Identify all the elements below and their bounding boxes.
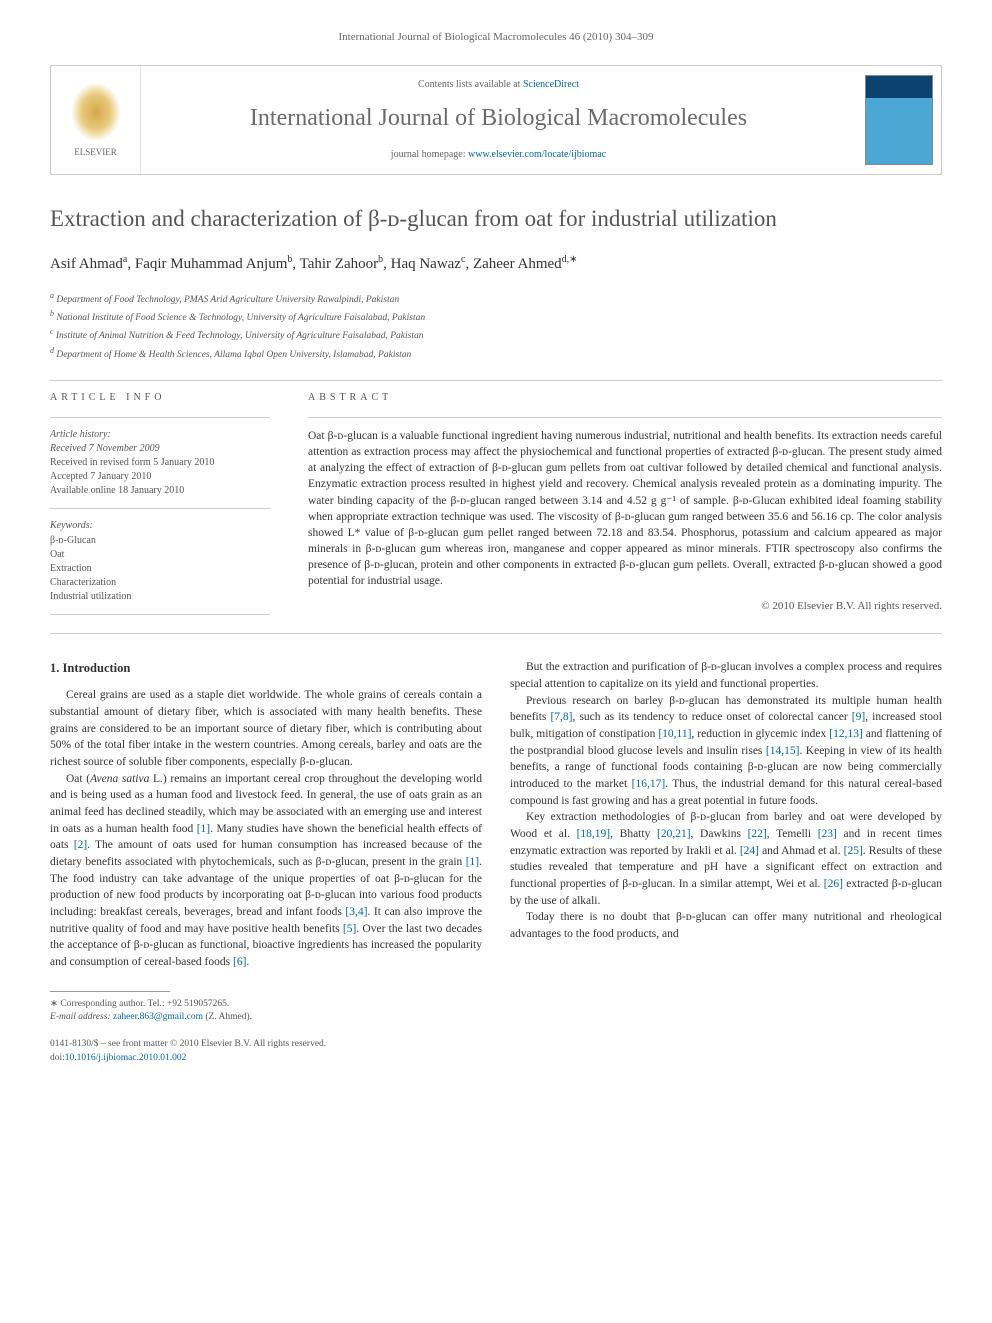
journal-center: Contents lists available at ScienceDirec… [141, 66, 856, 174]
journal-box: ELSEVIER Contents lists available at Sci… [50, 65, 942, 175]
body-columns: 1. Introduction Cereal grains are used a… [50, 659, 942, 971]
citation-link[interactable]: [5] [343, 923, 356, 935]
article-title: Extraction and characterization of β-ᴅ-g… [50, 205, 942, 233]
keywords-head: Keywords: [50, 519, 270, 533]
citation-link[interactable]: [7,8] [550, 711, 572, 723]
divider [50, 633, 942, 634]
citation-link[interactable]: [20,21] [657, 828, 691, 840]
body-paragraph: Cereal grains are used as a staple diet … [50, 687, 482, 770]
copyright-footer: 0141-8130/$ – see front matter © 2010 El… [50, 1038, 942, 1065]
citation-link[interactable]: [26] [824, 878, 843, 890]
elsevier-logo: ELSEVIER [71, 82, 121, 159]
homepage-link[interactable]: www.elsevier.com/locate/ijbiomac [468, 149, 606, 160]
contents-prefix: Contents lists available at [418, 79, 523, 90]
journal-cover-icon [865, 75, 933, 165]
issn-line: 0141-8130/$ – see front matter © 2010 El… [50, 1038, 942, 1051]
affiliation-line: a Department of Food Technology, PMAS Ar… [50, 290, 942, 307]
affiliation-line: d Department of Home & Health Sciences, … [50, 345, 942, 362]
body-paragraph: But the extraction and purification of β… [510, 659, 942, 692]
citation-link[interactable]: [3,4] [345, 906, 367, 918]
citation-link[interactable]: [2] [74, 839, 87, 851]
abstract-column: ABSTRACT Oat β-ᴅ-glucan is a valuable fu… [308, 391, 942, 615]
divider [50, 380, 942, 381]
citation-link[interactable]: [1] [466, 856, 479, 868]
citation-link[interactable]: [16,17] [632, 778, 666, 790]
email-label: E-mail address: [50, 1012, 113, 1022]
footnote-divider [50, 991, 170, 992]
doi-prefix: doi: [50, 1053, 65, 1063]
elsevier-tree-icon [71, 82, 121, 142]
divider [50, 417, 270, 418]
history-head: Article history: [50, 428, 270, 442]
citation-link[interactable]: [18,19] [577, 828, 611, 840]
citation-link[interactable]: [12,13] [829, 728, 863, 740]
body-paragraph: Oat (Avena sativa L.) remains an importa… [50, 771, 482, 971]
history-line: Available online 18 January 2010 [50, 484, 270, 498]
citation-link[interactable]: [24] [740, 845, 759, 857]
citation-link[interactable]: [1] [197, 823, 210, 835]
email-suffix: (Z. Ahmed). [203, 1012, 252, 1022]
article-info-head: ARTICLE INFO [50, 391, 270, 405]
citation-link[interactable]: [25] [844, 845, 863, 857]
doi-link[interactable]: 10.1016/j.ijbiomac.2010.01.002 [65, 1053, 187, 1063]
keywords-block: Keywords: β-ᴅ-GlucanOatExtractionCharact… [50, 519, 270, 615]
sciencedirect-link[interactable]: ScienceDirect [523, 79, 579, 90]
abstract-copyright: © 2010 Elsevier B.V. All rights reserved… [308, 599, 942, 614]
divider [308, 417, 942, 418]
keyword-line: β-ᴅ-Glucan [50, 534, 270, 548]
citation-link[interactable]: [14,15] [766, 745, 800, 757]
authors-line: Asif Ahmada, Faqir Muhammad Anjumb, Tahi… [50, 253, 942, 275]
homepage-line: journal homepage: www.elsevier.com/locat… [161, 148, 836, 162]
corresponding-author: ∗ Corresponding author. Tel.: +92 519057… [50, 998, 942, 1025]
keyword-line: Extraction [50, 562, 270, 576]
keyword-line: Oat [50, 548, 270, 562]
article-info-column: ARTICLE INFO Article history: Received 7… [50, 391, 270, 615]
species-name: Avena sativa [90, 773, 149, 785]
section-heading-intro: 1. Introduction [50, 659, 482, 677]
cover-cell [856, 66, 941, 174]
email-link[interactable]: zaheer.863@gmail.com [113, 1012, 203, 1022]
history-line: Accepted 7 January 2010 [50, 470, 270, 484]
affiliation-line: b National Institute of Food Science & T… [50, 308, 942, 325]
info-row: ARTICLE INFO Article history: Received 7… [50, 391, 942, 615]
history-line: Received in revised form 5 January 2010 [50, 456, 270, 470]
corresponding-label: ∗ Corresponding author. Tel.: +92 519057… [50, 998, 942, 1011]
affiliations: a Department of Food Technology, PMAS Ar… [50, 290, 942, 363]
running-header: International Journal of Biological Macr… [50, 30, 942, 45]
body-paragraph: Key extraction methodologies of β-ᴅ-gluc… [510, 809, 942, 909]
citation-link[interactable]: [23] [818, 828, 837, 840]
journal-title: International Journal of Biological Macr… [161, 102, 836, 136]
keyword-line: Industrial utilization [50, 590, 270, 604]
citation-link[interactable]: [9] [852, 711, 865, 723]
contents-line: Contents lists available at ScienceDirec… [161, 78, 836, 92]
history-line: Received 7 November 2009 [50, 442, 270, 456]
homepage-prefix: journal homepage: [391, 149, 468, 160]
history-block: Article history: Received 7 November 200… [50, 428, 270, 509]
citation-link[interactable]: [22] [748, 828, 767, 840]
publisher-logo-cell: ELSEVIER [51, 66, 141, 174]
body-paragraph: Today there is no doubt that β-ᴅ-glucan … [510, 909, 942, 942]
keyword-line: Characterization [50, 576, 270, 590]
affiliation-line: c Institute of Animal Nutrition & Feed T… [50, 326, 942, 343]
citation-link[interactable]: [10,11] [658, 728, 691, 740]
abstract-text: Oat β-ᴅ-glucan is a valuable functional … [308, 428, 942, 589]
citation-link[interactable]: [6] [233, 956, 246, 968]
publisher-name: ELSEVIER [71, 146, 121, 159]
body-paragraph: Previous research on barley β-ᴅ-glucan h… [510, 693, 942, 810]
abstract-head: ABSTRACT [308, 391, 942, 405]
